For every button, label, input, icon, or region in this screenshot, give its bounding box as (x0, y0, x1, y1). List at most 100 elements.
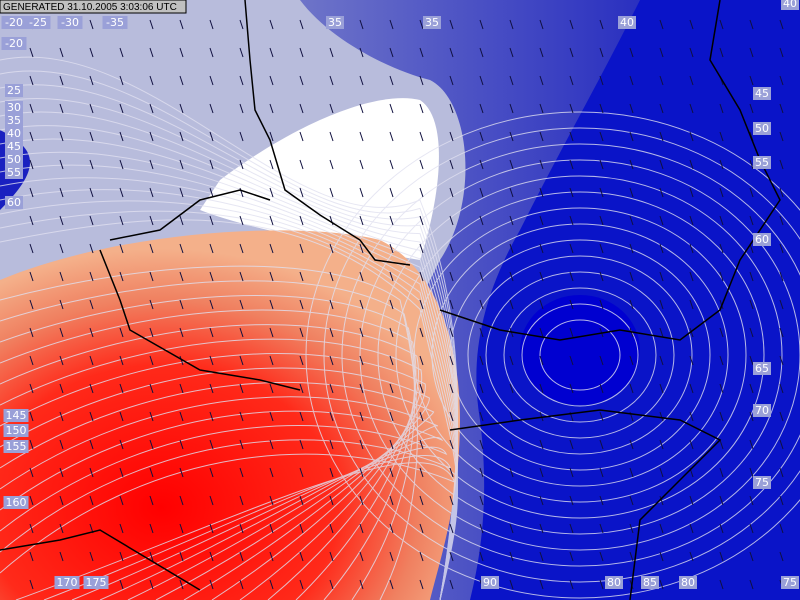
wind-barb (179, 411, 184, 422)
wind-barb (449, 355, 454, 366)
wind-barb (779, 131, 784, 142)
borders (0, 0, 781, 600)
contour-label: 25 (7, 84, 21, 97)
wind-barb (119, 439, 124, 450)
wind-barb (719, 551, 724, 562)
wind-barb (479, 159, 484, 170)
wind-barb (359, 75, 364, 86)
wind-barb (239, 103, 244, 114)
wind-barb (419, 103, 424, 114)
label-bg (481, 576, 499, 589)
wind-barb (179, 243, 184, 254)
contour-line (0, 324, 419, 600)
contour-line (467, 255, 693, 455)
wind-barb (389, 103, 394, 114)
label-bg (5, 153, 23, 166)
wind-barb (209, 439, 214, 450)
wind-barb (389, 551, 394, 562)
wind-barb (89, 299, 94, 310)
wind-barb (779, 551, 784, 562)
wind-barb (389, 495, 394, 506)
wind-barb (329, 495, 334, 506)
wind-barb (689, 411, 694, 422)
wind-barb (299, 383, 304, 394)
wind-barb (749, 103, 754, 114)
wind-barb (779, 495, 784, 506)
wind-barb (449, 75, 454, 86)
wind-barb (659, 187, 664, 198)
wind-barb (29, 355, 34, 366)
wind-barb (569, 271, 574, 282)
wind-barb (389, 271, 394, 282)
wind-barb (179, 47, 184, 58)
wind-barb (569, 103, 574, 114)
wind-barb (269, 47, 274, 58)
wind-barb (599, 579, 604, 590)
wind-barb (539, 159, 544, 170)
wind-barb (149, 467, 154, 478)
wind-barb (599, 467, 604, 478)
wind-barb (689, 131, 694, 142)
wind-barb (749, 215, 754, 226)
wind-barb (479, 187, 484, 198)
wind-barb (299, 215, 304, 226)
wind-barb (599, 243, 604, 254)
wind-barb (149, 299, 154, 310)
wind-barb (749, 495, 754, 506)
wind-barb (89, 355, 94, 366)
wind-barb (59, 159, 64, 170)
wind-barb (449, 47, 454, 58)
wind-barb (269, 243, 274, 254)
border (0, 529, 201, 591)
wind-barb (389, 439, 394, 450)
wind-barb (629, 215, 634, 226)
wind-barb (479, 131, 484, 142)
wind-barb (389, 411, 394, 422)
wind-barb (509, 467, 514, 478)
wind-barb (479, 47, 484, 58)
wind-barb (179, 19, 184, 30)
wind-barb (419, 19, 424, 30)
wind-barb (209, 103, 214, 114)
wind-barb (539, 299, 544, 310)
contour-line (0, 338, 423, 600)
wind-barb (359, 579, 364, 590)
wind-barb (359, 271, 364, 282)
wind-barb (209, 327, 214, 338)
wind-barb (779, 299, 784, 310)
wind-barb (689, 551, 694, 562)
wind-barb (479, 103, 484, 114)
wind-barb (629, 159, 634, 170)
wind-barb (779, 215, 784, 226)
wind-barb (689, 299, 694, 310)
wind-barb (359, 159, 364, 170)
wind-barb (539, 47, 544, 58)
label-bg (3, 440, 29, 453)
wind-barb (359, 495, 364, 506)
wind-barb (419, 439, 424, 450)
wind-barb (359, 243, 364, 254)
wind-barb (509, 495, 514, 506)
wind-barb (269, 551, 274, 562)
wind-barb (389, 523, 394, 534)
label-bg (5, 84, 23, 97)
wind-barb (359, 187, 364, 198)
wind-barb (59, 47, 64, 58)
wind-barb (419, 551, 424, 562)
wind-barb (509, 551, 514, 562)
wind-barb (509, 523, 514, 534)
wind-barb (239, 215, 244, 226)
wind-barb (479, 467, 484, 478)
wind-barb (89, 327, 94, 338)
label-bg (5, 127, 23, 140)
wind-barb (179, 467, 184, 478)
wind-barb (329, 355, 334, 366)
wind-barb (689, 75, 694, 86)
wind-barb (299, 467, 304, 478)
label-bg (753, 476, 771, 489)
wind-barb (209, 159, 214, 170)
wind-barb (29, 411, 34, 422)
wind-barb (749, 411, 754, 422)
wind-barb (539, 271, 544, 282)
wind-barb (359, 19, 364, 30)
